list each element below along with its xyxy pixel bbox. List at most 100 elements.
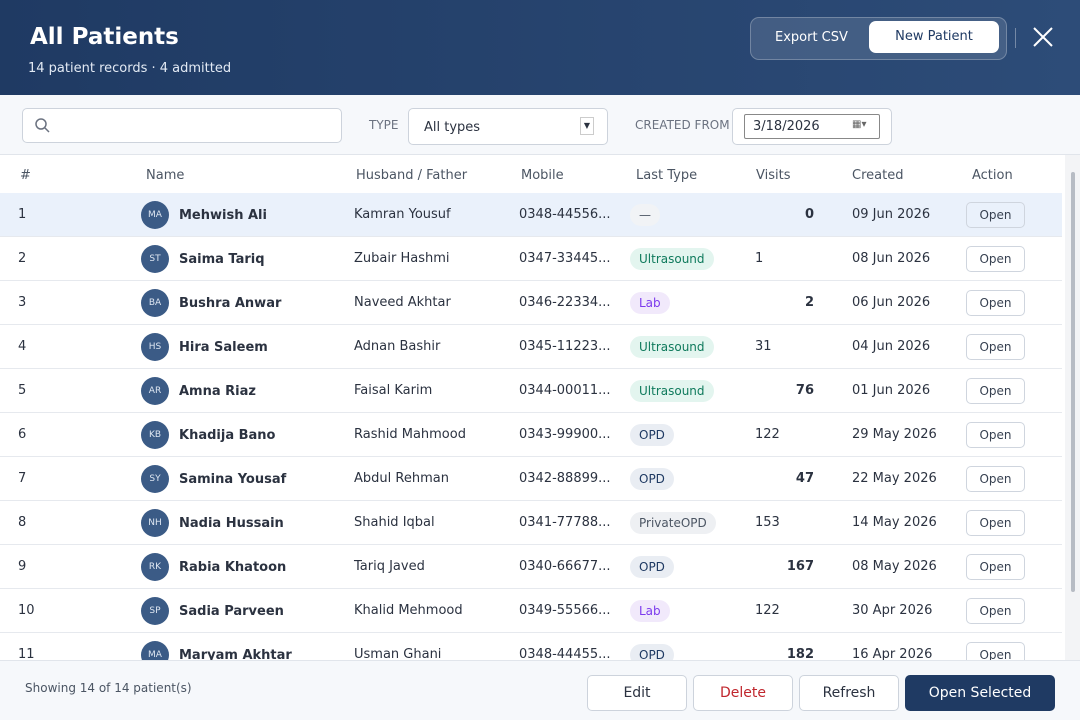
- column-header: Action: [972, 168, 1013, 183]
- husband-father: Faisal Karim: [354, 383, 433, 398]
- table-row[interactable]: 2 ST Saima Tariq Zubair Hashmi 0347-33445...…: [0, 237, 1062, 281]
- date-input[interactable]: [744, 114, 880, 139]
- refresh-button[interactable]: Refresh: [799, 675, 899, 711]
- table-row[interactable]: 7 SY Samina Yousaf Abdul Rehman 0342-88899..…: [0, 457, 1062, 501]
- row-number: 8: [18, 515, 27, 530]
- type-badge: OPD: [630, 468, 674, 490]
- type-badge: Ultrasound: [630, 336, 714, 358]
- table-row[interactable]: 10 SP Sadia Parveen Khalid Mehmood 0349-5556…: [0, 589, 1062, 633]
- type-badge: —: [630, 204, 660, 226]
- husband-father: Zubair Hashmi: [354, 251, 450, 266]
- mobile: 0347-33445...: [519, 251, 611, 266]
- husband-father: Usman Ghani: [354, 647, 442, 660]
- table-row[interactable]: 8 NH Nadia Hussain Shahid Iqbal 0341-77788..…: [0, 501, 1062, 545]
- visits: 31: [755, 339, 772, 354]
- export-button[interactable]: Export CSV: [775, 30, 848, 45]
- patient-name: Nadia Hussain: [179, 516, 284, 531]
- edit-button[interactable]: Edit: [587, 675, 687, 711]
- column-header: Mobile: [521, 168, 564, 183]
- husband-father: Naveed Akhtar: [354, 295, 451, 310]
- footer: [0, 660, 1080, 720]
- mobile: 0343-99900...: [519, 427, 611, 442]
- open-button[interactable]: Open: [966, 510, 1025, 536]
- type-select[interactable]: [408, 108, 608, 145]
- avatar: KB: [141, 421, 169, 449]
- mobile: 0346-22334...: [519, 295, 611, 310]
- open-selected-button[interactable]: Open Selected: [905, 675, 1055, 711]
- table-body: 1 MA Mehwish Ali Kamran Yousuf 0348-44556...…: [0, 193, 1062, 660]
- created-date: 09 Jun 2026: [852, 207, 931, 222]
- search-icon: [35, 118, 50, 133]
- column-header: Husband / Father: [356, 168, 468, 183]
- patient-name: Amna Riaz: [179, 384, 256, 399]
- type-badge: Ultrasound: [630, 380, 714, 402]
- type-badge: OPD: [630, 424, 674, 446]
- row-number: 7: [18, 471, 27, 486]
- avatar: ST: [141, 245, 169, 273]
- table-row[interactable]: 4 HS Hira Saleem Adnan Bashir 0345-11223... U…: [0, 325, 1062, 369]
- patient-name: Mehwish Ali: [179, 208, 267, 223]
- avatar: AR: [141, 377, 169, 405]
- type-label: TYPE: [369, 118, 399, 132]
- open-button[interactable]: Open: [966, 334, 1025, 360]
- open-button[interactable]: Open: [966, 642, 1025, 660]
- husband-father: Rashid Mahmood: [354, 427, 466, 442]
- row-number: 6: [18, 427, 27, 442]
- row-number: 4: [18, 339, 27, 354]
- open-button[interactable]: Open: [966, 378, 1025, 404]
- select-arrow: ▼: [580, 117, 594, 135]
- column-header: Visits: [756, 168, 791, 183]
- row-number: 1: [18, 207, 27, 222]
- visits: 76: [795, 383, 814, 398]
- table-row[interactable]: 9 RK Rabia Khatoon Tariq Javed 0340-66677...…: [0, 545, 1062, 589]
- type-badge: PrivateOPD: [630, 512, 716, 534]
- type-value: All types: [424, 120, 481, 135]
- column-header: #: [20, 168, 31, 183]
- avatar: MA: [141, 641, 169, 660]
- avatar: RK: [141, 553, 169, 581]
- row-number: 3: [18, 295, 27, 310]
- status-text: Showing 14 of 14 patient(s): [25, 681, 192, 695]
- visits: 47: [795, 471, 814, 486]
- patient-name: Sadia Parveen: [179, 604, 284, 619]
- created-date: 08 Jun 2026: [852, 251, 931, 266]
- open-button[interactable]: Open: [966, 422, 1025, 448]
- avatar: BA: [141, 289, 169, 317]
- table-row[interactable]: 6 KB Khadija Bano Rashid Mahmood 0343-99900.…: [0, 413, 1062, 457]
- husband-father: Adnan Bashir: [354, 339, 441, 354]
- open-button[interactable]: Open: [966, 598, 1025, 624]
- visits: 167: [786, 559, 814, 574]
- table-row[interactable]: 5 AR Amna Riaz Faisal Karim 0344-00011... Ult…: [0, 369, 1062, 413]
- visits: 0: [804, 207, 814, 222]
- search-input[interactable]: [22, 108, 342, 143]
- open-button[interactable]: Open: [966, 554, 1025, 580]
- column-header: Created: [852, 168, 904, 183]
- patient-name: Khadija Bano: [179, 428, 276, 443]
- visits: 1: [755, 251, 764, 266]
- scroll-thumb[interactable]: [1071, 172, 1075, 592]
- patient-name: Rabia Khatoon: [179, 560, 287, 575]
- visits: 122: [755, 603, 780, 618]
- new-patient-button[interactable]: New Patient: [869, 21, 999, 53]
- date-value: 3/18/2026: [753, 119, 820, 134]
- open-button[interactable]: Open: [966, 290, 1025, 316]
- delete-button[interactable]: Delete: [693, 675, 793, 711]
- table-row[interactable]: 1 MA Mehwish Ali Kamran Yousuf 0348-44556...…: [0, 193, 1062, 237]
- mobile: 0349-55566...: [519, 603, 611, 618]
- open-button[interactable]: Open: [966, 246, 1025, 272]
- open-button[interactable]: Open: [966, 202, 1025, 228]
- created-date: 14 May 2026: [852, 515, 937, 530]
- visits: 122: [755, 427, 780, 442]
- husband-father: Shahid Iqbal: [354, 515, 435, 530]
- created-label: CREATED FROM: [635, 118, 730, 132]
- table-row[interactable]: 11 MA Maryam Akhtar Usman Ghani 0348-44455..…: [0, 633, 1062, 660]
- close-button[interactable]: [1032, 26, 1054, 48]
- avatar: HS: [141, 333, 169, 361]
- mobile: 0345-11223...: [519, 339, 611, 354]
- row-number: 9: [18, 559, 27, 574]
- table-row[interactable]: 3 BA Bushra Anwar Naveed Akhtar 0346-22334..…: [0, 281, 1062, 325]
- patient-name: Hira Saleem: [179, 340, 268, 355]
- open-button[interactable]: Open: [966, 466, 1025, 492]
- created-date: 16 Apr 2026: [852, 647, 933, 660]
